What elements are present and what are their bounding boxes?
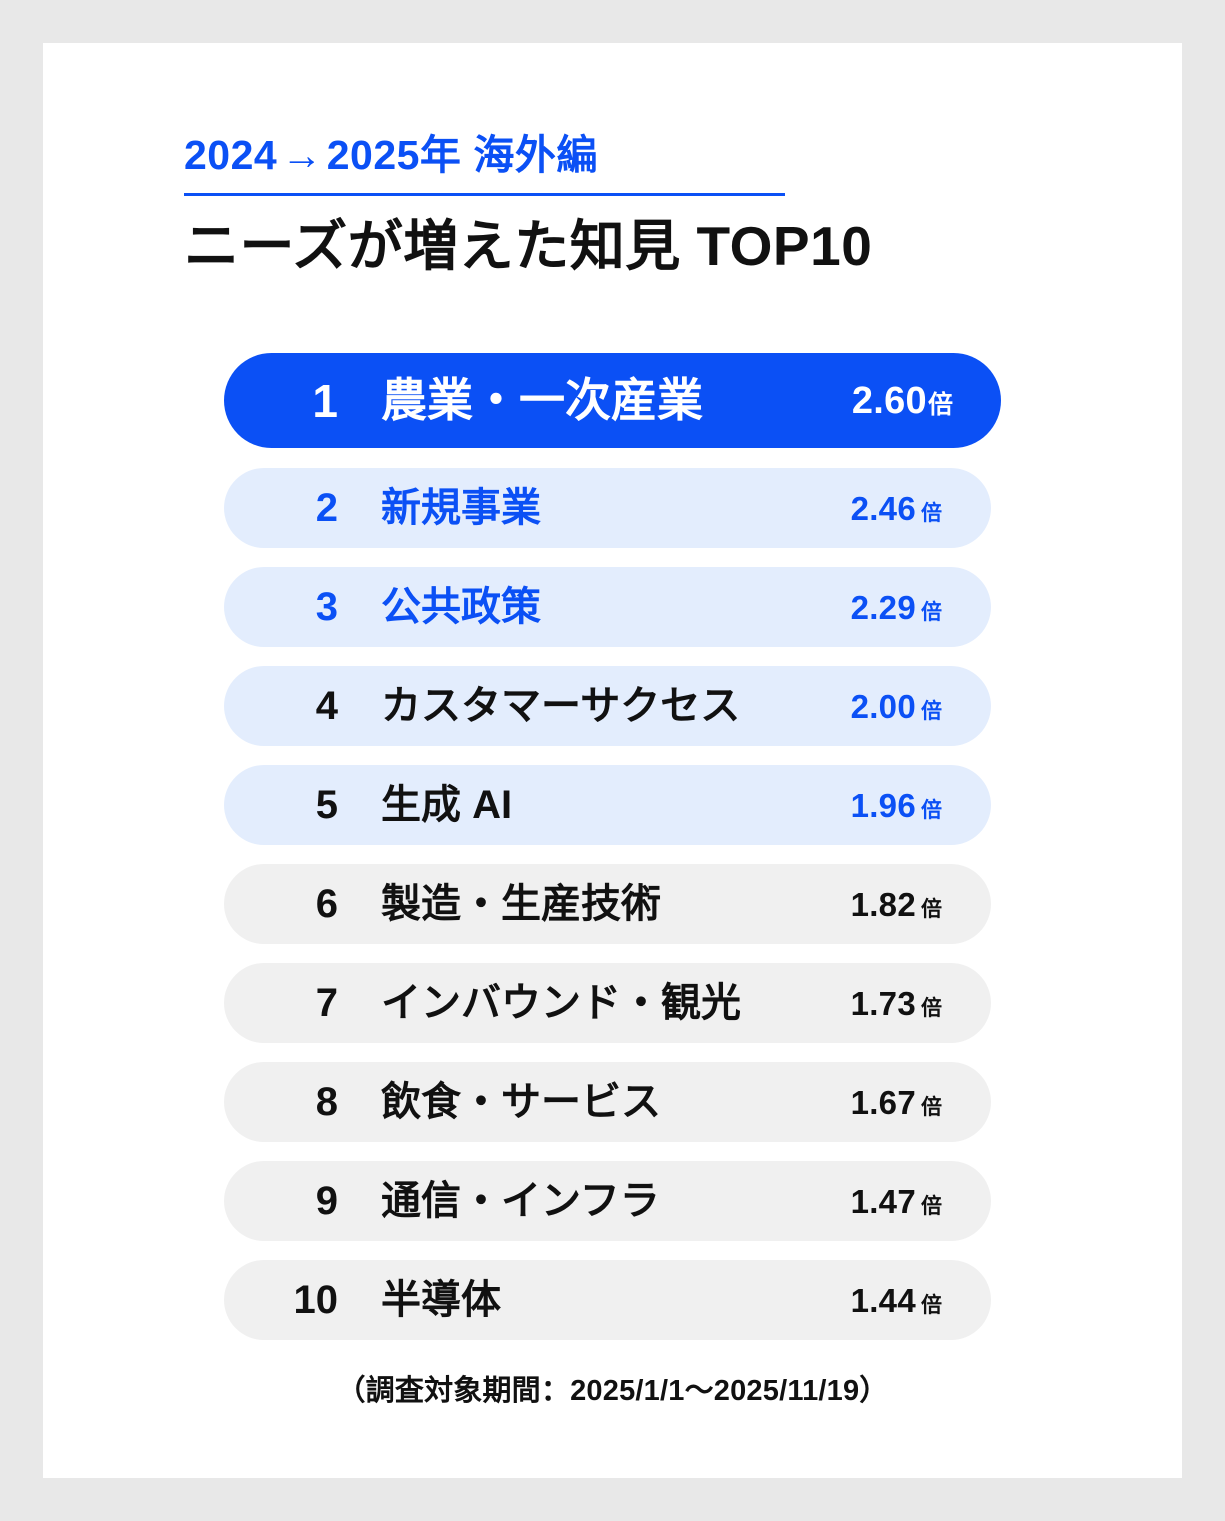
ranking-value-unit: 倍 (921, 699, 942, 723)
ranking-label: 飲食・サービス (381, 1080, 661, 1124)
header: 2024→2025年 海外編 ニーズが増えた知見 TOP10 (184, 132, 873, 281)
ranking-row[interactable]: 1 農業・一次産業 2.60倍 (224, 353, 1001, 448)
ranking-value-unit: 倍 (927, 390, 953, 419)
ranking-row[interactable]: 8 飲食・サービス 1.67 倍 (224, 1062, 991, 1142)
rank-number: 8 (315, 1080, 338, 1124)
ranking-label: カスタマーサクセス (381, 684, 741, 728)
ranking-label: 通信・インフラ (381, 1179, 660, 1223)
ranking-label: 公共政策 (381, 585, 541, 629)
ranking-value: 1.67 倍 (851, 1086, 991, 1119)
ranking-value-unit: 倍 (921, 1095, 942, 1119)
ranking-value-number: 2.00 (850, 687, 916, 725)
ranking-value-number: 1.96 (850, 786, 916, 824)
ranking-value-unit: 倍 (921, 798, 942, 822)
ranking-row[interactable]: 6 製造・生産技術 1.82 倍 (224, 864, 991, 944)
ranking-row[interactable]: 5 生成 AI 1.96 倍 (224, 765, 991, 845)
ranking-value-number: 1.67 (850, 1083, 916, 1121)
survey-period-note: （調査対象期間：2025/1/1〜2025/11/19） (336, 1375, 889, 1407)
ranking-label: 生成 AI (381, 783, 513, 827)
ranking-row[interactable]: 10 半導体 1.44 倍 (224, 1260, 991, 1340)
page-title: ニーズが増えた知見 TOP10 (184, 215, 873, 278)
ranking-label: 新規事業 (381, 486, 541, 530)
ranking-list: 1 農業・一次産業 2.60倍 2 新規事業 2.46 倍 3 公共政策 2.29 倍 4 カスタマーサ… (224, 353, 1024, 1340)
rank-number: 6 (315, 882, 338, 926)
ranking-value-unit: 倍 (921, 501, 942, 525)
ranking-label: インバウンド・観光 (381, 981, 741, 1025)
ranking-value: 1.82 倍 (851, 888, 991, 921)
ranking-value-number: 2.29 (850, 588, 916, 626)
rank-number: 5 (315, 783, 338, 827)
ranking-value-unit: 倍 (921, 1293, 942, 1317)
eyebrow-year-from: 2024 (184, 132, 278, 178)
eyebrow-year-to: 2025年 海外編 (326, 132, 598, 178)
rank-number: 7 (315, 981, 338, 1025)
rank-number: 9 (315, 1179, 338, 1223)
ranking-row[interactable]: 3 公共政策 2.29 倍 (224, 567, 991, 647)
infographic-card: 2024→2025年 海外編 ニーズが増えた知見 TOP10 1 農業・一次産業 2… (43, 43, 1182, 1478)
ranking-value: 1.44 倍 (851, 1284, 991, 1317)
ranking-value-unit: 倍 (921, 1194, 942, 1218)
ranking-value: 2.00 倍 (851, 690, 991, 723)
rank-number: 4 (315, 684, 338, 728)
ranking-value-number: 2.46 (850, 489, 916, 527)
ranking-row[interactable]: 2 新規事業 2.46 倍 (224, 468, 991, 548)
ranking-row[interactable]: 4 カスタマーサクセス 2.00 倍 (224, 666, 991, 746)
ranking-value-number: 2.60 (851, 379, 927, 422)
ranking-value-number: 1.47 (850, 1182, 916, 1220)
ranking-value-unit: 倍 (921, 897, 942, 921)
rank-number: 2 (315, 486, 338, 530)
eyebrow-title: 2024→2025年 海外編 (184, 132, 785, 179)
ranking-label: 半導体 (381, 1278, 501, 1322)
rank-number: 10 (293, 1278, 339, 1322)
ranking-value: 2.29 倍 (851, 591, 991, 624)
rank-number: 3 (315, 585, 338, 629)
ranking-value: 1.47 倍 (851, 1185, 991, 1218)
ranking-value: 1.96 倍 (851, 789, 991, 822)
ranking-value: 2.46 倍 (851, 492, 991, 525)
ranking-label: 農業・一次産業 (381, 374, 703, 427)
rank-number: 1 (312, 374, 338, 427)
ranking-value-number: 1.82 (850, 885, 916, 923)
arrow-icon: → (281, 132, 323, 178)
ranking-label: 製造・生産技術 (381, 882, 661, 926)
ranking-value-number: 1.73 (850, 984, 916, 1022)
ranking-value-unit: 倍 (921, 996, 942, 1020)
header-divider (184, 193, 785, 197)
ranking-row[interactable]: 7 インバウンド・観光 1.73 倍 (224, 963, 991, 1043)
ranking-value-unit: 倍 (921, 600, 942, 624)
ranking-row[interactable]: 9 通信・インフラ 1.47 倍 (224, 1161, 991, 1241)
ranking-value-number: 1.44 (850, 1281, 916, 1319)
ranking-value: 1.73 倍 (851, 987, 991, 1020)
ranking-value: 2.60倍 (852, 382, 1001, 420)
